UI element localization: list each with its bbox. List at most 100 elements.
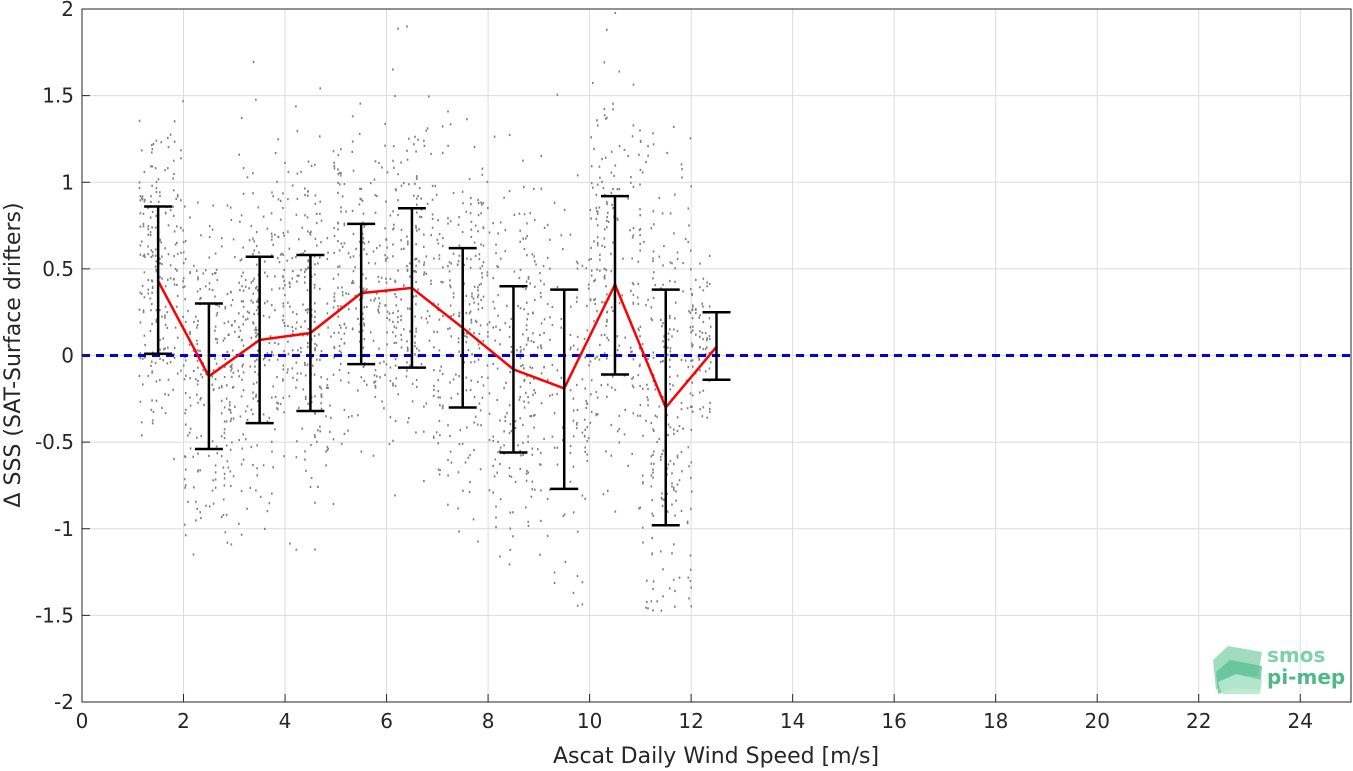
- scatter-point: [229, 470, 232, 473]
- scatter-point: [572, 511, 575, 514]
- error-bar: [397, 206, 426, 369]
- scatter-point: [517, 444, 519, 447]
- scatter-point: [234, 320, 236, 323]
- scatter-point: [551, 306, 554, 309]
- scatter-point: [531, 488, 534, 491]
- scatter-point: [614, 388, 617, 391]
- scatter-point: [385, 200, 387, 203]
- scatter-point: [493, 135, 496, 138]
- scatter-point: [572, 419, 575, 422]
- scatter-point: [374, 395, 377, 398]
- scatter-point: [151, 419, 154, 422]
- scatter-point: [397, 27, 399, 30]
- scatter-point: [546, 534, 549, 537]
- scatter-point: [351, 279, 354, 283]
- scatter-point: [661, 325, 663, 328]
- scatter-point: [182, 100, 184, 103]
- scatter-point: [395, 341, 398, 344]
- scatter-point: [283, 411, 285, 414]
- scatter-points: [138, 11, 712, 612]
- scatter-point: [302, 388, 305, 391]
- scatter-point: [674, 589, 676, 593]
- scatter-point: [461, 190, 464, 193]
- scatter-point: [458, 254, 461, 257]
- scatter-point: [415, 197, 418, 200]
- scatter-point: [457, 471, 460, 474]
- scatter-point: [709, 325, 712, 328]
- scatter-point: [420, 316, 423, 319]
- scatter-point: [610, 270, 613, 273]
- scatter-point: [283, 234, 285, 237]
- scatter-point: [367, 261, 370, 265]
- scatter-point: [340, 338, 343, 341]
- scatter-point: [708, 335, 711, 338]
- scatter-point: [378, 280, 380, 283]
- scatter-point: [531, 453, 534, 456]
- scatter-point: [661, 498, 663, 501]
- scatter-point: [542, 265, 545, 268]
- scatter-point: [447, 327, 449, 330]
- scatter-point: [590, 246, 592, 249]
- scatter-point: [470, 203, 472, 206]
- scatter-point: [660, 609, 663, 612]
- scatter-point: [361, 199, 364, 202]
- scatter-point: [669, 316, 671, 320]
- scatter-point: [309, 232, 311, 235]
- scatter-point: [393, 166, 395, 169]
- scatter-point: [232, 385, 235, 389]
- scatter-point: [406, 149, 408, 152]
- scatter-point: [673, 543, 675, 546]
- scatter-point: [256, 444, 258, 447]
- scatter-point: [349, 256, 352, 259]
- scatter-point: [525, 237, 527, 240]
- scatter-point: [527, 276, 530, 279]
- scatter-point: [152, 410, 155, 413]
- scatter-point: [477, 423, 479, 426]
- scatter-point: [234, 256, 236, 259]
- scatter-point: [473, 360, 476, 363]
- scatter-point: [699, 346, 701, 349]
- scatter-point: [242, 305, 245, 308]
- scatter-point: [433, 384, 435, 387]
- scatter-point: [562, 515, 565, 518]
- scatter-point: [495, 325, 497, 328]
- scatter-point: [660, 458, 662, 461]
- scatter-point: [183, 523, 186, 526]
- scatter-point: [223, 376, 226, 379]
- scatter-point: [447, 217, 449, 220]
- scatter-point: [338, 171, 341, 174]
- scatter-point: [362, 241, 364, 244]
- scatter-point: [329, 404, 331, 407]
- scatter-point: [385, 281, 388, 284]
- scatter-point: [586, 459, 589, 463]
- scatter-point: [520, 454, 522, 457]
- scatter-point: [264, 356, 266, 359]
- mean-polyline: [156, 280, 718, 410]
- scatter-point: [523, 213, 526, 216]
- scatter-point: [463, 282, 465, 285]
- scatter-point: [176, 195, 179, 198]
- scatter-point: [386, 343, 388, 346]
- scatter-point: [465, 312, 468, 315]
- scatter-point: [340, 442, 343, 445]
- scatter-point: [211, 375, 214, 378]
- scatter-point: [486, 323, 489, 326]
- scatter-point: [525, 324, 528, 327]
- scatter-point: [553, 201, 556, 204]
- scatter-point: [674, 605, 676, 608]
- scatter-point: [499, 328, 501, 331]
- scatter-point: [415, 330, 417, 333]
- scatter-point: [240, 395, 243, 398]
- scatter-point: [595, 413, 598, 416]
- scatter-point: [271, 351, 273, 354]
- scatter-point: [496, 265, 498, 268]
- scatter-point: [689, 137, 692, 140]
- scatter-point: [527, 520, 529, 523]
- scatter-point: [590, 269, 593, 272]
- scatter-point: [252, 322, 255, 325]
- scatter-point: [184, 392, 187, 395]
- scatter-point: [447, 110, 449, 113]
- scatter-point: [189, 396, 191, 399]
- scatter-point: [440, 365, 442, 368]
- scatter-point: [414, 353, 416, 356]
